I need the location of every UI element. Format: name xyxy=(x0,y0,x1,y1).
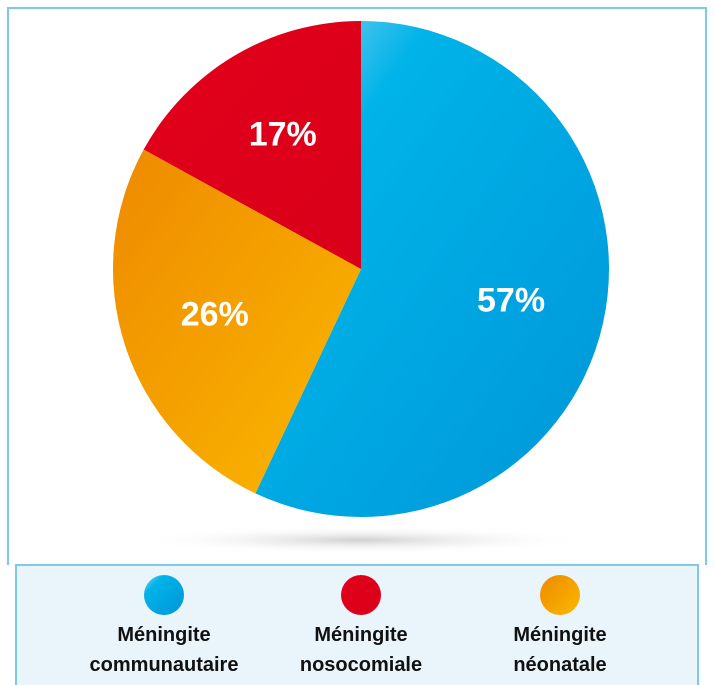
data-label: 57% xyxy=(477,282,545,320)
legend-label: Méningite communautaire xyxy=(90,624,239,676)
legend-label: Méningite néonatale xyxy=(513,624,606,676)
pie-slice xyxy=(143,21,361,269)
frame xyxy=(7,7,707,565)
legend-label-line: Méningite xyxy=(513,624,606,646)
data-label: 17% xyxy=(249,116,317,154)
pie-slice xyxy=(255,21,610,517)
legend-label-line: néonatale xyxy=(513,654,606,676)
legend-label-line: Méningite xyxy=(117,624,210,646)
legend-marker xyxy=(540,575,580,615)
pie-shadow xyxy=(131,526,591,554)
pie-slice xyxy=(112,149,361,494)
legend-label-line: communautaire xyxy=(90,654,239,676)
legend-marker xyxy=(144,575,184,615)
legend-label-line: nosocomiale xyxy=(300,654,422,676)
legend-label: Méningite nosocomiale xyxy=(300,624,422,676)
legend-marker xyxy=(341,575,381,615)
data-label: 26% xyxy=(181,295,249,333)
legend-label-line: Méningite xyxy=(314,624,407,646)
